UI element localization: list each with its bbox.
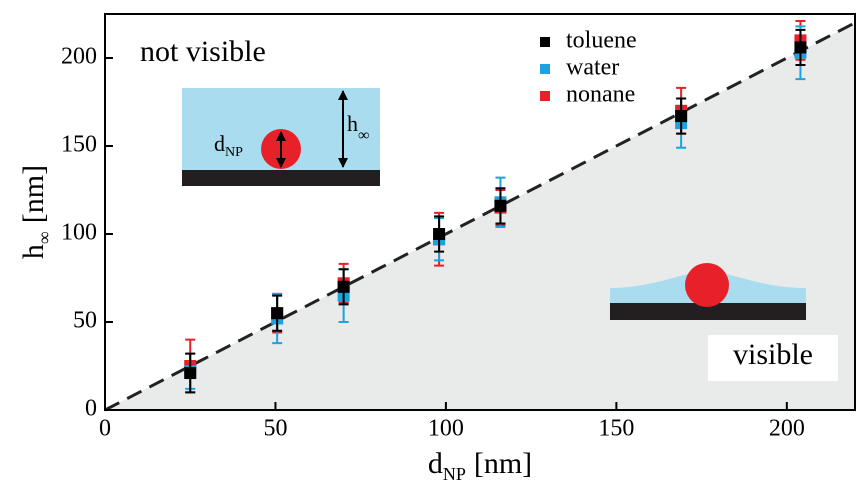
y-tick-label: 0 xyxy=(85,396,97,422)
marker xyxy=(271,307,284,320)
x-axis-label: dNP [nm] xyxy=(428,447,532,484)
label-main: d xyxy=(214,131,225,156)
annotation: not visible xyxy=(140,35,266,68)
label-unit: [nm] xyxy=(17,165,50,223)
legend-label: water xyxy=(566,55,619,81)
label-main: h xyxy=(347,111,358,136)
x-tick-label: 100 xyxy=(428,416,464,442)
label-sub: NP xyxy=(225,145,243,160)
x-tick-label: 50 xyxy=(263,416,287,442)
y-tick-label: 100 xyxy=(61,220,97,246)
y-tick-label: 150 xyxy=(61,132,97,158)
marker xyxy=(675,110,688,123)
substrate xyxy=(610,303,806,320)
label-main: d xyxy=(428,447,443,480)
inset-not-visible: dNP h∞ xyxy=(182,88,380,186)
label-sub: NP xyxy=(443,464,466,484)
label-sub: ∞ xyxy=(34,231,54,244)
inset-visible: visible xyxy=(610,263,838,381)
legend-label: toluene xyxy=(566,28,637,54)
legend-marker xyxy=(540,64,550,74)
x-tick-label: 200 xyxy=(769,416,805,442)
annotation: visible xyxy=(733,338,813,371)
y-axis-label: h∞ [nm] xyxy=(17,165,54,259)
marker xyxy=(433,228,446,240)
diameter-label: dNP xyxy=(214,131,243,160)
legend-marker xyxy=(540,91,550,101)
x-tick-label: 150 xyxy=(598,416,634,442)
label-box xyxy=(708,335,838,381)
legend-label: nonane xyxy=(566,82,635,108)
marker xyxy=(794,41,807,54)
x-tick-label: 0 xyxy=(99,416,111,442)
label-main: h xyxy=(17,244,50,259)
y-tick-label: 200 xyxy=(61,44,97,70)
marker xyxy=(494,199,507,212)
legend-marker xyxy=(540,37,550,47)
label-sub: ∞ xyxy=(358,127,369,144)
height-label: h∞ xyxy=(347,111,369,144)
marker xyxy=(184,367,197,380)
y-tick-label: 50 xyxy=(73,308,97,334)
marker xyxy=(337,280,350,293)
plot-frame xyxy=(104,13,856,411)
nanoparticle xyxy=(685,263,729,307)
reference-line xyxy=(104,21,856,412)
label-unit: [nm] xyxy=(474,447,532,480)
substrate xyxy=(182,170,380,186)
